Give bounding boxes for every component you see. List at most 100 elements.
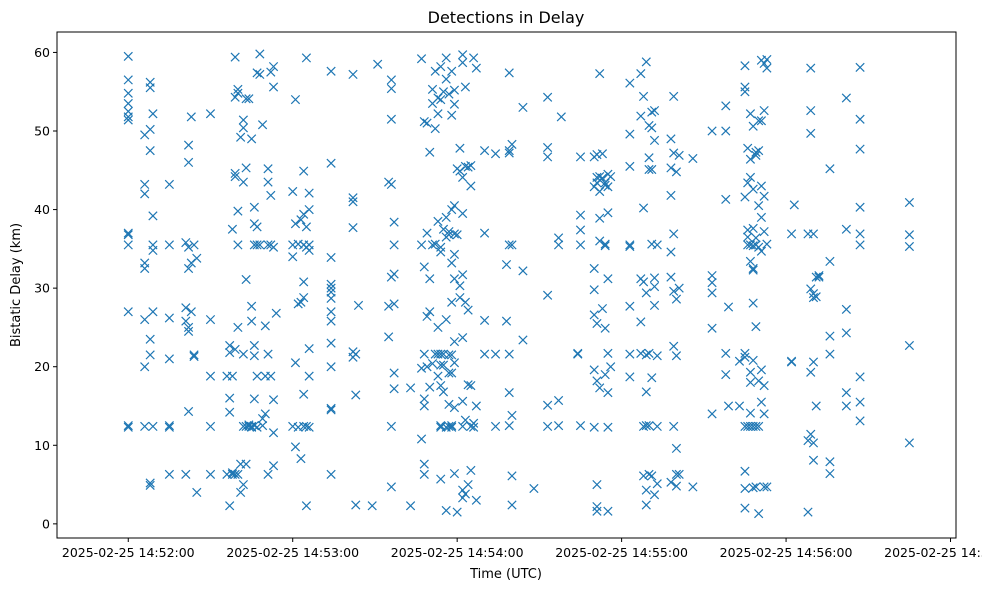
data-point <box>386 114 397 124</box>
data-point <box>148 109 158 119</box>
data-point <box>707 278 717 288</box>
data-point <box>145 146 155 156</box>
data-point <box>148 307 158 317</box>
data-point <box>348 197 358 207</box>
data-point <box>825 256 835 267</box>
y-tick-label: 0 <box>42 516 50 531</box>
data-point <box>145 478 155 488</box>
data-point <box>751 147 761 157</box>
data-point <box>649 490 660 500</box>
data-point <box>436 242 446 252</box>
data-point <box>447 66 457 76</box>
data-point <box>806 105 816 116</box>
data-point <box>762 63 772 73</box>
data-point <box>745 172 756 182</box>
data-point <box>447 421 457 431</box>
data-point <box>268 242 279 252</box>
data-point <box>463 305 473 315</box>
x-axis: 2025-02-25 14:52:00 2025-02-25 14:53:00 20… <box>62 538 982 560</box>
data-point <box>723 302 734 312</box>
data-point <box>458 172 468 182</box>
data-point <box>449 229 460 239</box>
data-point <box>625 240 635 250</box>
data-point <box>255 69 265 80</box>
data-point <box>326 362 336 372</box>
data-point <box>236 487 246 498</box>
data-point <box>641 387 651 397</box>
data-point <box>296 215 306 225</box>
data-point <box>205 421 216 432</box>
data-point <box>855 144 865 154</box>
data-point <box>518 335 528 345</box>
data-point <box>644 153 654 163</box>
data-point <box>759 380 769 391</box>
data-point <box>468 422 479 432</box>
data-point <box>290 442 301 452</box>
data-point <box>740 483 750 494</box>
x-tick-label: 2025-02-25 14:54:00 <box>391 545 524 560</box>
data-point <box>449 336 460 347</box>
data-point <box>405 383 416 393</box>
data-point <box>148 245 158 256</box>
data-point <box>463 380 473 390</box>
data-point <box>263 164 273 174</box>
data-point <box>638 277 649 287</box>
data-point <box>786 356 797 366</box>
data-point <box>148 211 158 221</box>
data-point <box>825 349 835 359</box>
data-point <box>740 352 750 362</box>
data-point <box>756 365 767 375</box>
data-point <box>595 69 605 79</box>
data-point <box>806 128 816 138</box>
data-point <box>468 418 479 428</box>
data-point <box>123 228 133 238</box>
data-point <box>504 421 514 431</box>
data-point <box>225 501 235 511</box>
data-point <box>479 349 490 359</box>
data-point <box>507 410 517 421</box>
data-point <box>164 179 174 190</box>
data-point <box>183 263 194 274</box>
data-point <box>688 153 698 164</box>
data-point <box>441 53 451 63</box>
data-point <box>501 259 512 270</box>
data-point <box>745 154 756 164</box>
plot-frame <box>56 31 957 539</box>
data-point <box>257 120 268 130</box>
data-point <box>225 407 235 417</box>
data-point <box>644 469 654 479</box>
data-point <box>123 422 133 432</box>
data-point <box>301 53 312 63</box>
data-point <box>748 241 758 251</box>
data-point <box>263 177 273 187</box>
data-point <box>625 161 635 171</box>
x-tick-label: 2025-02-25 14:55:00 <box>555 545 688 560</box>
data-point <box>841 388 851 398</box>
data-point <box>225 340 235 351</box>
data-point <box>290 94 301 105</box>
data-point <box>249 421 259 431</box>
data-point <box>855 62 865 72</box>
data-point <box>164 469 174 479</box>
data-point <box>575 225 586 235</box>
data-points <box>123 49 915 519</box>
data-point <box>606 362 616 372</box>
data-point <box>233 322 243 333</box>
data-point <box>436 94 446 105</box>
data-point <box>603 348 613 358</box>
data-point <box>444 421 454 432</box>
data-point <box>575 240 586 250</box>
data-point <box>811 292 821 302</box>
data-point <box>438 87 449 97</box>
data-point <box>745 109 756 119</box>
data-point <box>759 58 769 69</box>
data-point <box>205 109 216 119</box>
data-point <box>422 228 432 238</box>
data-point <box>466 181 476 191</box>
data-point <box>814 272 824 282</box>
data-point <box>542 421 553 432</box>
data-point <box>299 166 309 176</box>
data-point <box>759 191 769 201</box>
data-point <box>592 479 602 490</box>
data-point <box>238 349 249 359</box>
